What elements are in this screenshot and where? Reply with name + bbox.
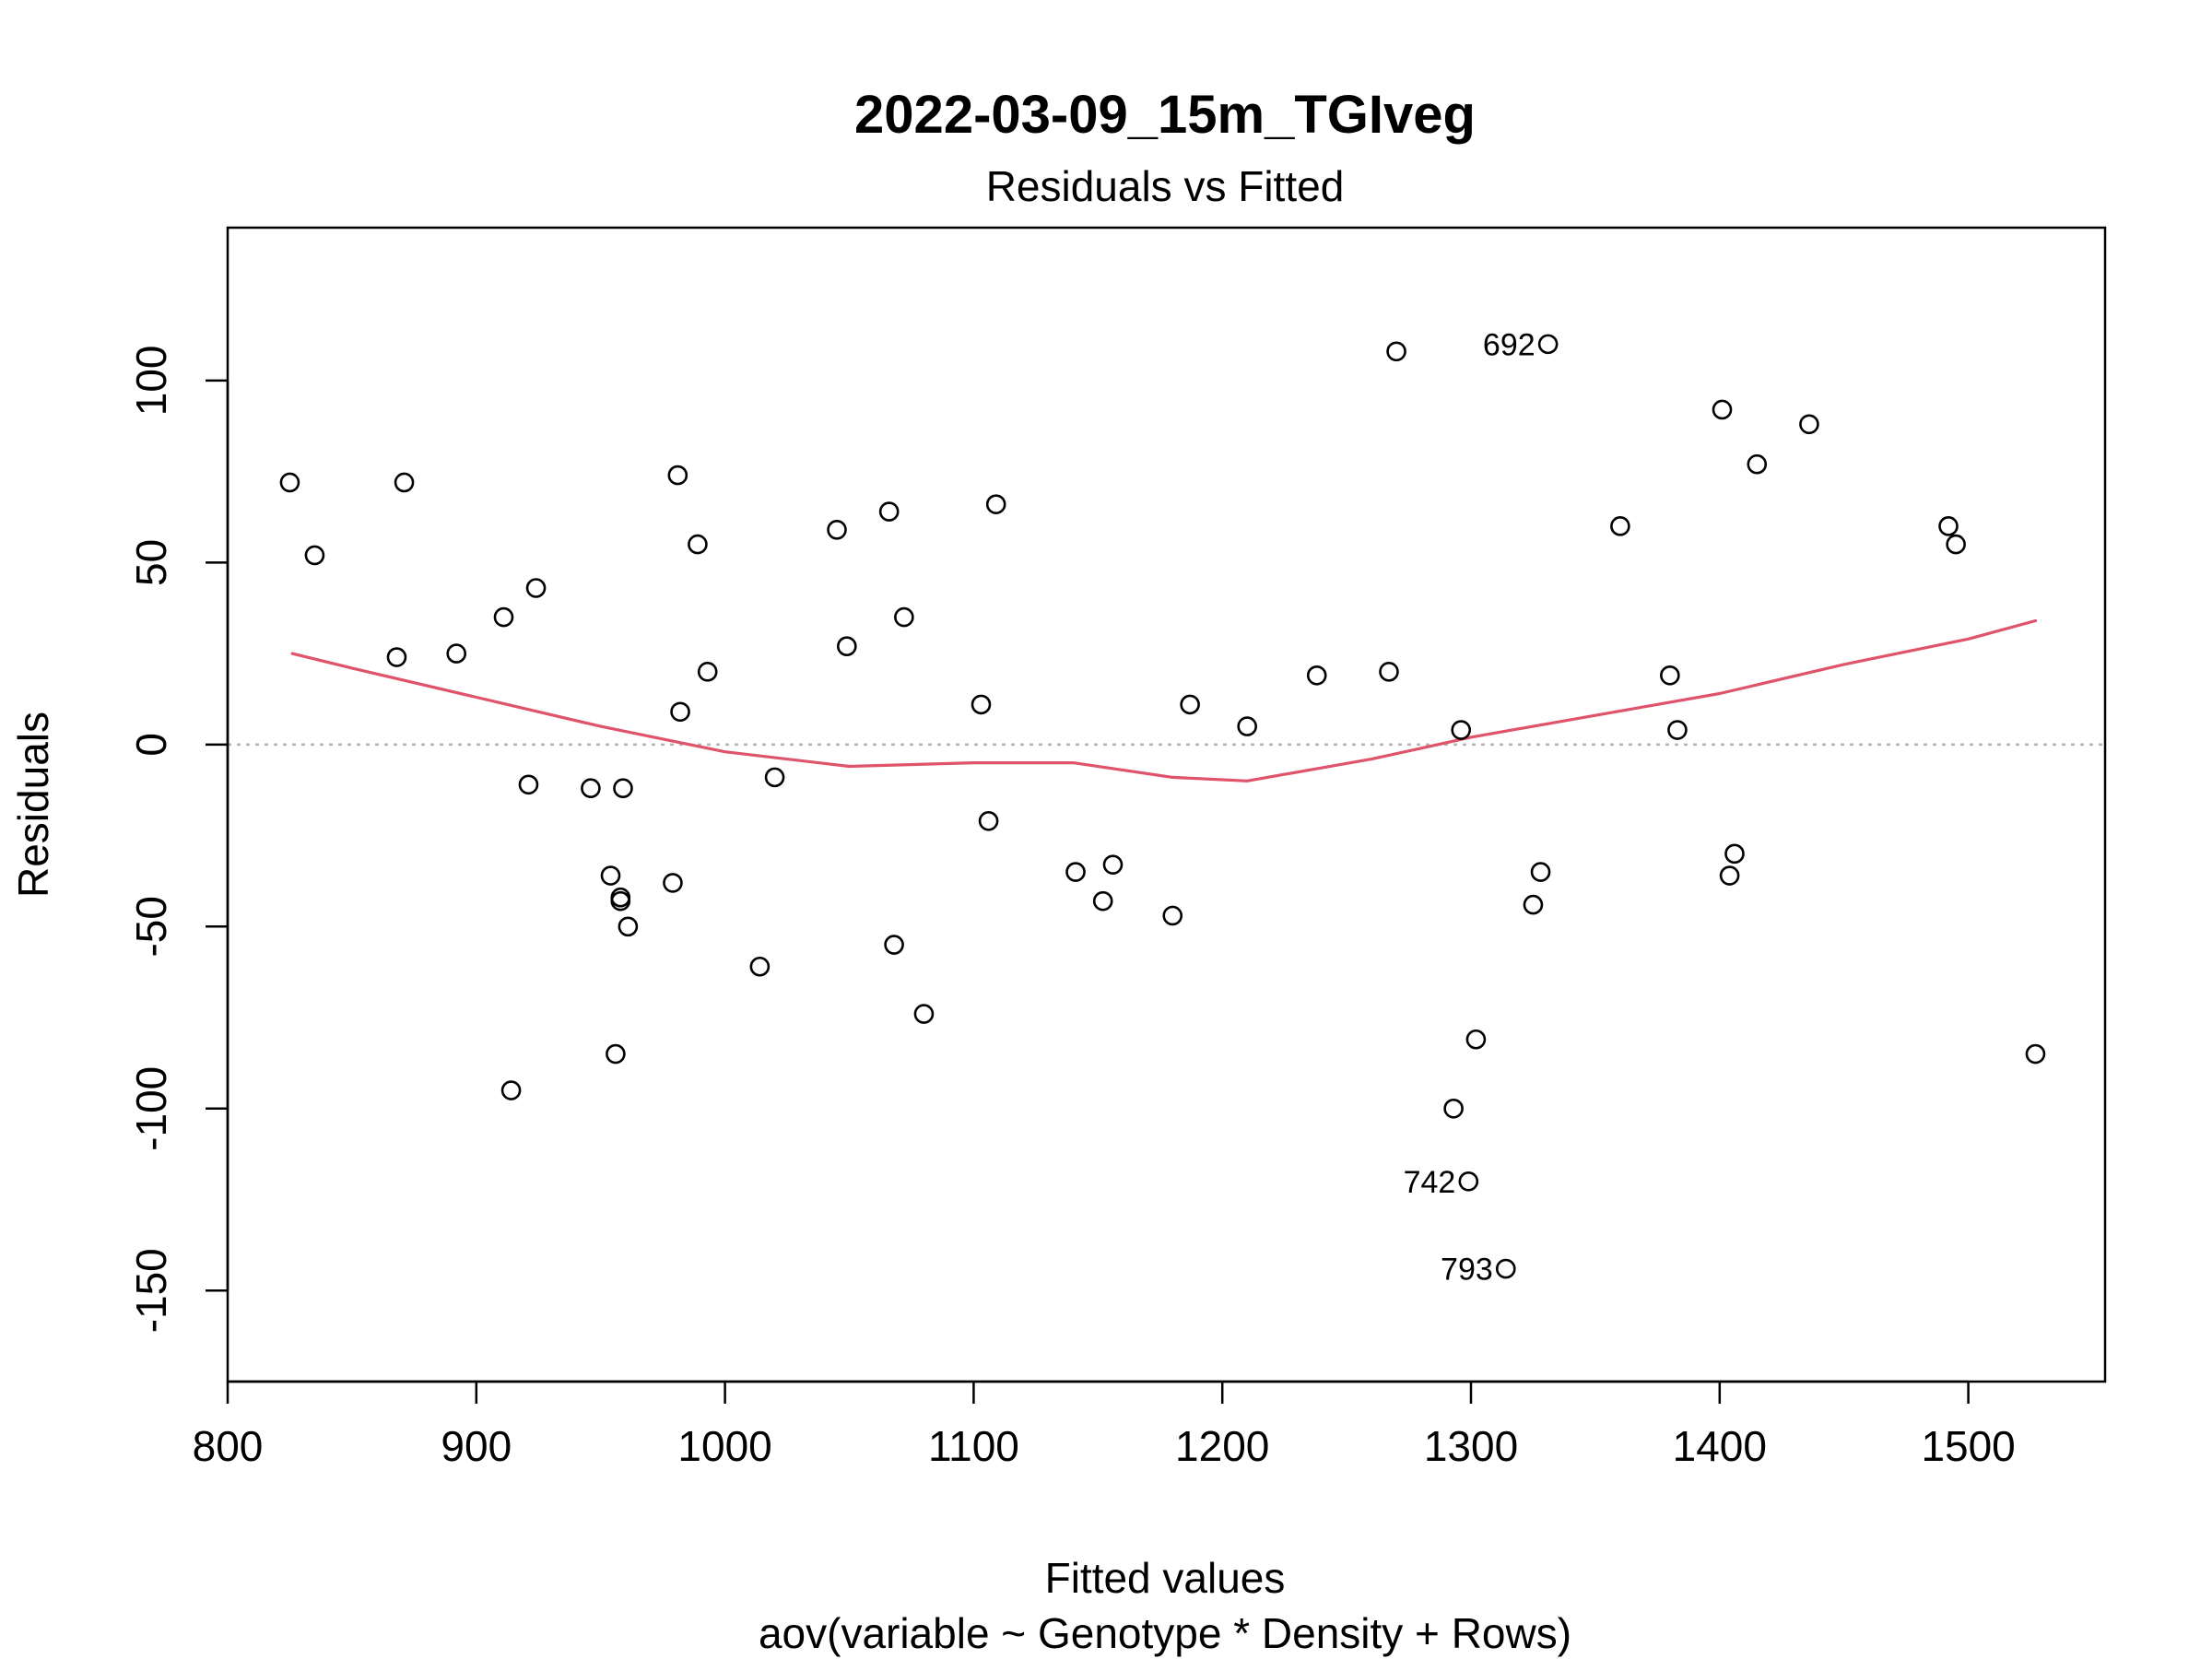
data-point <box>827 520 847 540</box>
data-point <box>663 873 683 893</box>
point-label: 692 <box>1483 327 1535 362</box>
data-point <box>878 501 900 522</box>
data-point <box>1451 720 1472 740</box>
x-tick-label: 1100 <box>928 1422 1019 1470</box>
data-point <box>884 935 904 955</box>
data-point <box>610 890 631 912</box>
y-tick-label: -50 <box>127 896 175 957</box>
data-point <box>500 1080 522 1100</box>
data-point <box>1938 516 1959 536</box>
data-point <box>985 494 1006 514</box>
plot-region: 742 793 692 <box>228 327 2105 1288</box>
data-point <box>613 778 633 799</box>
x-tick-label: 800 <box>193 1422 264 1470</box>
chart-title: 2022-03-09_15m_TGIveg <box>854 85 1476 145</box>
data-point <box>1523 894 1544 915</box>
data-point <box>971 694 992 715</box>
data-point <box>1946 534 1966 555</box>
x-tick-label: 1500 <box>1921 1422 2015 1470</box>
data-point <box>764 767 785 788</box>
data-point <box>493 606 514 628</box>
data-point <box>1092 890 1113 912</box>
model-formula: aov(variable ~ Genotype * Density + Rows… <box>759 1609 1571 1657</box>
data-point <box>394 472 415 493</box>
y-axis-title: Residuals <box>9 712 57 898</box>
data-point <box>2025 1043 2046 1065</box>
data-point <box>618 916 639 937</box>
data-point <box>581 778 601 799</box>
data-point <box>688 534 708 555</box>
y-tick-label: -100 <box>127 1066 175 1151</box>
data-point <box>600 865 621 886</box>
x-tick-label: 1400 <box>1673 1422 1767 1470</box>
data-point <box>1712 399 1733 420</box>
x-tick-label: 1200 <box>1175 1422 1269 1470</box>
data-point <box>894 606 914 628</box>
data-point <box>667 465 688 486</box>
data-point <box>1667 720 1688 740</box>
data-point <box>1799 414 1819 435</box>
data-point <box>697 662 718 682</box>
data-point <box>837 636 857 656</box>
data-point <box>978 810 999 831</box>
data-point <box>1458 1171 1479 1192</box>
data-point <box>279 472 300 493</box>
data-point <box>1610 516 1630 536</box>
data-point <box>913 1004 935 1024</box>
data-point <box>525 578 547 598</box>
data-point <box>1747 453 1768 475</box>
y-tick-label: 100 <box>127 346 175 417</box>
data-point <box>1724 843 1745 865</box>
data-point <box>670 701 690 723</box>
data-point <box>518 774 539 795</box>
x-tick-label: 1000 <box>677 1422 771 1470</box>
data-point <box>1162 905 1183 926</box>
data-point <box>1237 716 1257 736</box>
data-point <box>446 643 467 664</box>
data-point <box>1660 665 1680 686</box>
data-point <box>1530 862 1551 882</box>
smoother-line <box>290 618 2038 782</box>
chart-subtitle: Residuals vs Fitted <box>986 162 1345 210</box>
x-tick-label: 900 <box>441 1422 512 1470</box>
y-tick-label: 0 <box>127 733 175 757</box>
data-point <box>1443 1098 1464 1119</box>
data-point <box>606 1043 626 1065</box>
y-tick-label: -150 <box>127 1248 175 1333</box>
data-point <box>1386 341 1406 362</box>
data-point <box>1379 662 1399 682</box>
y-tick-label: 50 <box>127 539 175 586</box>
y-axis: -150 -100 -50 0 50 100 <box>127 346 229 1333</box>
data-point <box>1537 334 1559 355</box>
data-point <box>1495 1258 1516 1279</box>
data-point <box>1180 694 1200 715</box>
x-axis: 800 900 1000 1100 1200 1300 1400 1500 <box>193 1380 2016 1470</box>
x-tick-label: 1300 <box>1424 1422 1518 1470</box>
x-axis-title: Fitted values <box>1045 1554 1286 1602</box>
point-label: 793 <box>1441 1253 1493 1288</box>
data-point <box>749 956 771 977</box>
data-point <box>386 647 407 667</box>
data-point <box>1719 865 1740 886</box>
data-point <box>1306 665 1327 686</box>
data-point <box>1065 862 1086 882</box>
data-point <box>1102 854 1124 875</box>
data-point <box>1465 1029 1487 1050</box>
data-point <box>304 545 325 566</box>
point-label: 742 <box>1404 1165 1456 1200</box>
